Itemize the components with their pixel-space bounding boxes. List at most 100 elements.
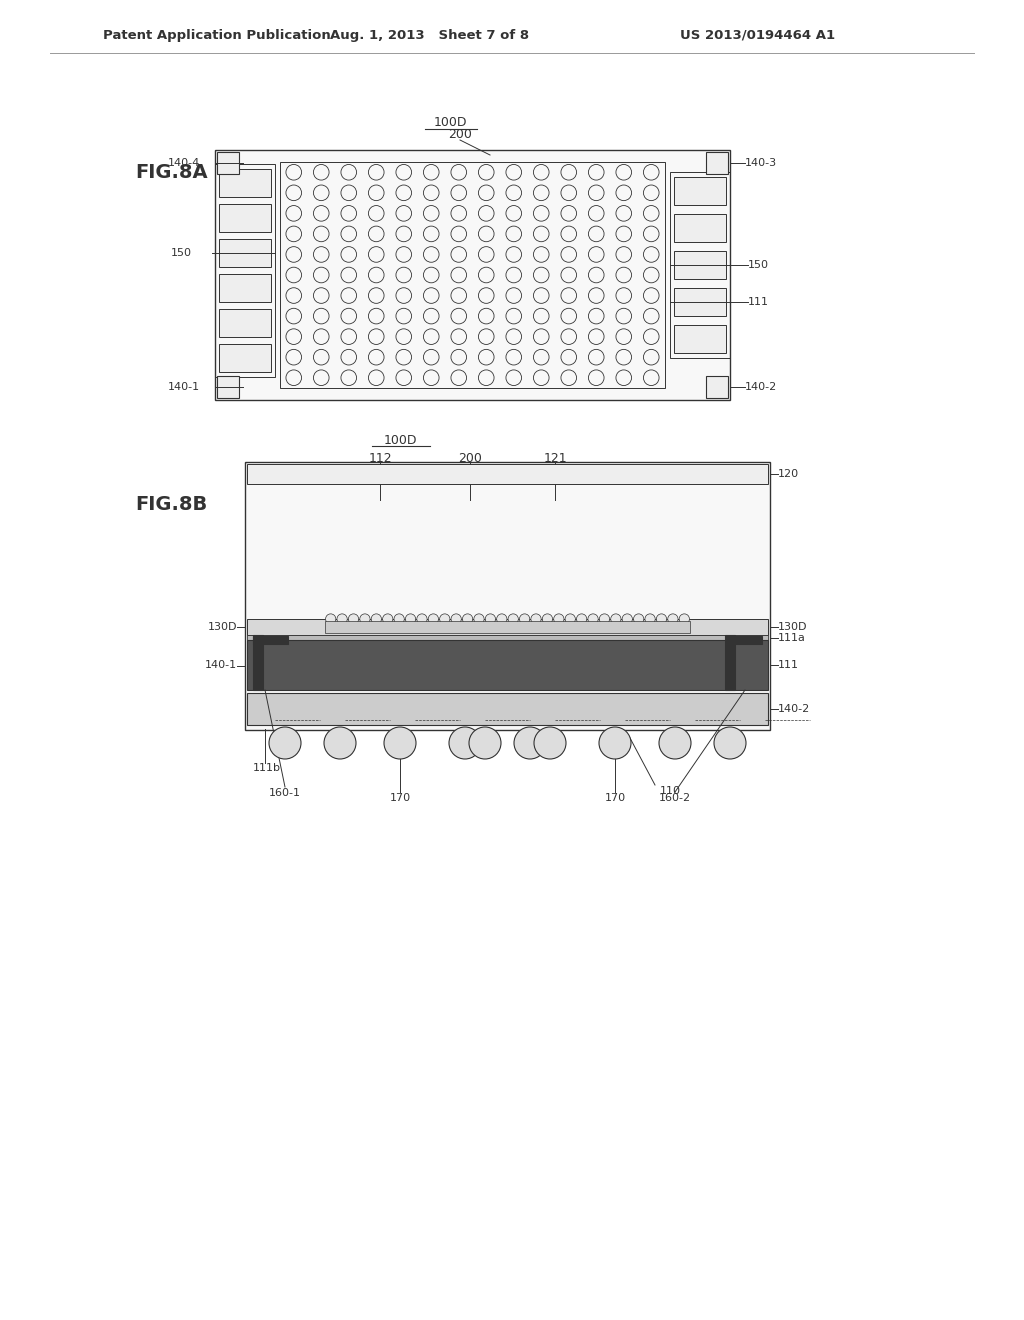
Circle shape bbox=[577, 614, 587, 624]
Bar bbox=[706, 376, 728, 399]
Text: Aug. 1, 2013   Sheet 7 of 8: Aug. 1, 2013 Sheet 7 of 8 bbox=[331, 29, 529, 41]
Circle shape bbox=[269, 727, 301, 759]
Text: Patent Application Publication: Patent Application Publication bbox=[103, 29, 331, 41]
Circle shape bbox=[599, 614, 609, 624]
Bar bbox=[674, 251, 726, 279]
Text: 140-2: 140-2 bbox=[745, 381, 777, 392]
Circle shape bbox=[623, 614, 633, 624]
Circle shape bbox=[514, 727, 546, 759]
Bar bbox=[280, 162, 665, 388]
Circle shape bbox=[439, 614, 450, 624]
Circle shape bbox=[449, 727, 481, 759]
Text: 111: 111 bbox=[748, 297, 769, 308]
Text: 200: 200 bbox=[458, 451, 482, 465]
Text: 111b: 111b bbox=[253, 763, 281, 774]
Text: 111: 111 bbox=[778, 660, 799, 671]
Bar bbox=[247, 693, 768, 725]
Bar bbox=[253, 636, 288, 644]
Bar bbox=[674, 214, 726, 242]
Circle shape bbox=[497, 614, 507, 624]
Text: 112: 112 bbox=[369, 451, 392, 465]
Circle shape bbox=[679, 614, 689, 624]
Circle shape bbox=[659, 727, 691, 759]
Bar bbox=[670, 172, 730, 358]
Text: 140-1: 140-1 bbox=[168, 381, 200, 392]
Text: 100D: 100D bbox=[383, 433, 417, 446]
Circle shape bbox=[383, 614, 393, 624]
Text: 170: 170 bbox=[604, 793, 626, 803]
Text: FIG.8B: FIG.8B bbox=[135, 495, 207, 515]
Circle shape bbox=[348, 614, 358, 624]
Circle shape bbox=[645, 614, 655, 624]
Circle shape bbox=[508, 614, 518, 624]
Circle shape bbox=[610, 614, 621, 624]
Text: 160-2: 160-2 bbox=[658, 793, 691, 803]
Bar bbox=[215, 164, 275, 376]
Bar bbox=[325, 620, 690, 634]
Circle shape bbox=[384, 727, 416, 759]
Circle shape bbox=[714, 727, 746, 759]
Bar bbox=[674, 325, 726, 352]
Bar bbox=[727, 636, 762, 644]
Bar bbox=[247, 635, 768, 640]
Bar bbox=[725, 635, 735, 690]
Circle shape bbox=[337, 614, 347, 624]
Circle shape bbox=[485, 614, 496, 624]
Text: 130D: 130D bbox=[208, 622, 237, 632]
Bar bbox=[219, 239, 271, 267]
Circle shape bbox=[530, 614, 541, 624]
Circle shape bbox=[519, 614, 529, 624]
Bar bbox=[247, 465, 768, 484]
Bar bbox=[674, 288, 726, 315]
Circle shape bbox=[543, 614, 553, 624]
Text: 121: 121 bbox=[543, 451, 567, 465]
Circle shape bbox=[463, 614, 473, 624]
Bar bbox=[706, 152, 728, 174]
Bar bbox=[219, 273, 271, 301]
Text: 170: 170 bbox=[389, 793, 411, 803]
Bar bbox=[247, 640, 768, 690]
Bar bbox=[219, 343, 271, 371]
Text: 200: 200 bbox=[449, 128, 472, 141]
Circle shape bbox=[469, 727, 501, 759]
Bar bbox=[219, 169, 271, 197]
Bar bbox=[674, 177, 726, 205]
Bar bbox=[217, 152, 239, 174]
Circle shape bbox=[326, 614, 336, 624]
Circle shape bbox=[371, 614, 382, 624]
Circle shape bbox=[451, 614, 461, 624]
Circle shape bbox=[656, 614, 667, 624]
Circle shape bbox=[599, 727, 631, 759]
Text: 140-1: 140-1 bbox=[205, 660, 237, 671]
Text: 160-1: 160-1 bbox=[269, 788, 301, 799]
Text: 100D: 100D bbox=[433, 116, 467, 129]
Circle shape bbox=[634, 614, 644, 624]
Bar bbox=[219, 203, 271, 231]
Circle shape bbox=[554, 614, 564, 624]
Bar bbox=[245, 462, 770, 730]
Bar bbox=[215, 150, 730, 400]
Circle shape bbox=[428, 614, 438, 624]
Text: 150: 150 bbox=[171, 248, 193, 257]
Circle shape bbox=[668, 614, 678, 624]
Text: 120: 120 bbox=[778, 469, 799, 479]
Text: 111a: 111a bbox=[778, 634, 806, 643]
Bar bbox=[219, 309, 271, 337]
Circle shape bbox=[394, 614, 404, 624]
Circle shape bbox=[417, 614, 427, 624]
Circle shape bbox=[324, 727, 356, 759]
Circle shape bbox=[406, 614, 416, 624]
Text: 140-3: 140-3 bbox=[745, 158, 777, 168]
Bar bbox=[253, 635, 263, 690]
Text: 130D: 130D bbox=[778, 622, 808, 632]
Text: 140-4: 140-4 bbox=[168, 158, 200, 168]
Circle shape bbox=[359, 614, 370, 624]
Circle shape bbox=[588, 614, 598, 624]
Circle shape bbox=[565, 614, 575, 624]
Text: FIG.8A: FIG.8A bbox=[135, 162, 208, 181]
Circle shape bbox=[474, 614, 484, 624]
Text: 140-2: 140-2 bbox=[778, 704, 810, 714]
Bar bbox=[217, 376, 239, 399]
Text: 150: 150 bbox=[748, 260, 769, 271]
Bar bbox=[247, 619, 768, 635]
